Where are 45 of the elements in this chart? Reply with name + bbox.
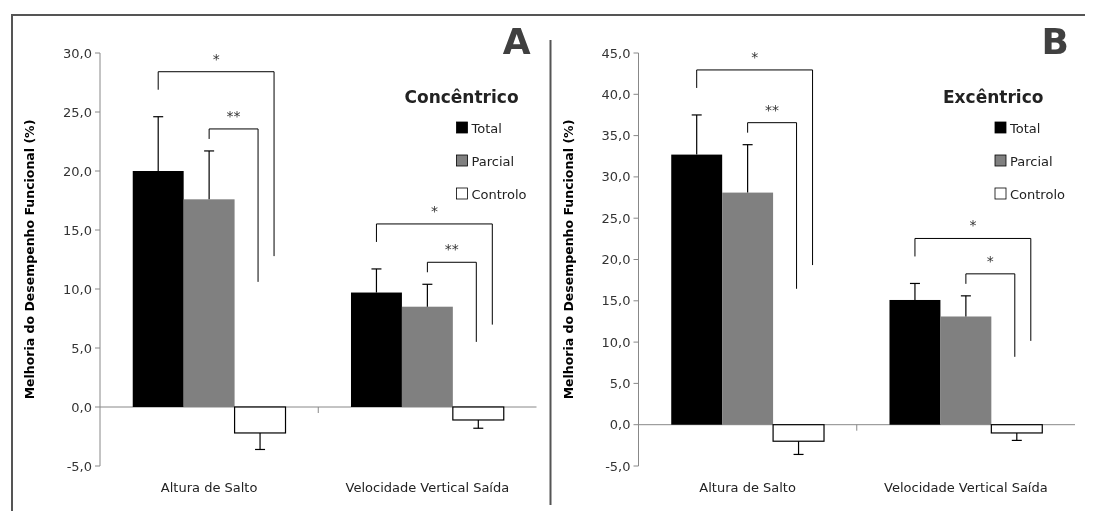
y-tick-label: -5,0 [605,458,631,474]
x-tick-label: Velocidade Vertical Saída [345,480,510,495]
annotation: * [969,217,977,234]
annotation: * [751,48,759,65]
legend-label: Controlo [471,186,527,202]
y-tick-label: -5,0 [66,458,92,474]
x-tick-label: Velocidade Vertical Saída [884,480,1048,495]
y-tick-label: 35,0 [601,128,631,144]
annotation: ** [226,107,241,124]
legend-label: Total [470,120,502,136]
x-tick-label: Altura de Salto [160,480,258,495]
y-tick-label: 25,0 [63,104,92,120]
y-tick-label: 40,0 [601,86,631,102]
legend-label: Parcial [471,153,515,169]
annotation: * [430,202,438,219]
chart-title: B [1041,21,1069,62]
y-tick-label: 30,0 [63,45,92,61]
y-tick-label: 0,0 [609,417,631,433]
chart-title: A [502,21,531,62]
y-tick-label: 30,0 [601,169,631,185]
legend-label: Parcial [1010,153,1053,169]
y-tick-label: 5,0 [609,375,631,391]
annotation: ** [765,101,780,118]
y-tick-label: 0,0 [71,399,92,415]
y-tick-label: 15,0 [63,222,92,238]
annotation: ** [444,241,459,258]
x-tick-label: Altura de Salto [699,480,796,495]
legend-label: Controlo [1010,186,1065,202]
bar [722,192,774,425]
y-tick-label: 15,0 [601,293,631,309]
y-tick-label: 45,0 [601,45,631,61]
y-tick-label: 25,0 [601,210,631,226]
y-axis-title: Melhoria do Desempenho Funcional (%) [560,119,576,400]
y-tick-label: 10,0 [63,281,92,297]
annotation: * [986,252,994,269]
y-tick-label: 20,0 [63,163,92,179]
y-tick-label: 10,0 [601,334,631,350]
annotation: * [212,50,220,67]
y-tick-label: 20,0 [601,252,631,268]
legend-label: Total [1009,120,1041,136]
legend-title: Concêntrico [404,87,519,107]
y-axis-title: Melhoria do Desempenho Funcional (%) [22,119,37,400]
y-tick-label: 5,0 [71,340,92,356]
bar [940,316,992,425]
legend-title: Excêntrico [943,87,1044,107]
